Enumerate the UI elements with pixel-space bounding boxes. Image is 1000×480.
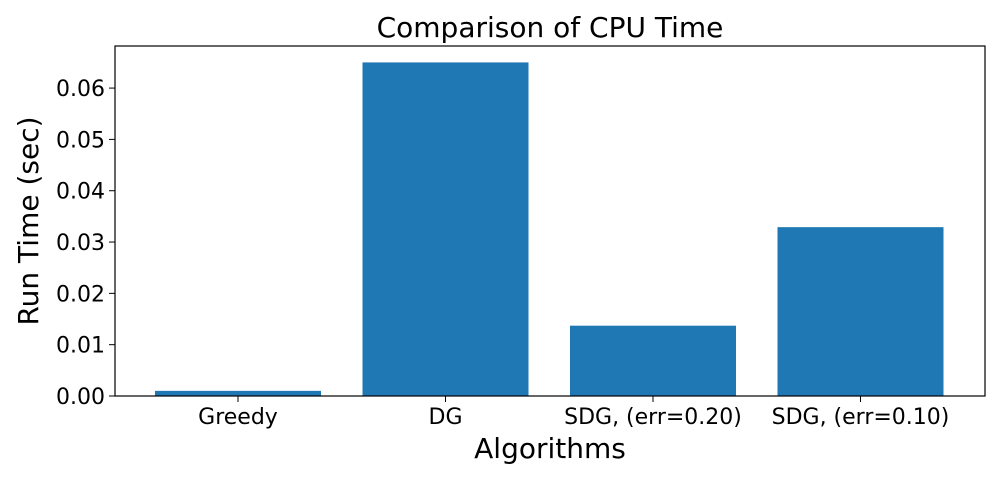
x-axis-ticks: Greedy DG SDG, (err=0.20) SDG, (err=0.10) bbox=[198, 396, 949, 430]
y-tick-label-3: 0.03 bbox=[56, 231, 105, 256]
x-tick-label-2: SDG, (err=0.20) bbox=[564, 405, 742, 430]
x-tick-label-1: DG bbox=[429, 405, 463, 430]
bar-1 bbox=[362, 62, 529, 396]
x-axis-label: Algorithms bbox=[474, 432, 626, 465]
bars-group bbox=[155, 62, 944, 396]
y-axis-ticks: 0.00 0.01 0.02 0.03 0.04 0.05 0.06 bbox=[56, 77, 115, 410]
y-tick-label-0: 0.00 bbox=[56, 385, 105, 410]
y-tick-label-5: 0.05 bbox=[56, 128, 105, 153]
y-tick-label-2: 0.02 bbox=[56, 282, 105, 307]
y-axis-label: Run Time (sec) bbox=[12, 116, 45, 325]
chart-title: Comparison of CPU Time bbox=[377, 11, 724, 44]
y-tick-label-6: 0.06 bbox=[56, 77, 105, 102]
bar-0 bbox=[155, 390, 321, 396]
plot-frame bbox=[114, 45, 986, 397]
x-tick-label-0: Greedy bbox=[198, 405, 278, 430]
y-tick-label-1: 0.01 bbox=[56, 334, 105, 359]
bar-3 bbox=[777, 227, 944, 396]
y-tick-label-4: 0.04 bbox=[56, 180, 105, 205]
bar-2 bbox=[570, 325, 736, 396]
x-tick-label-3: SDG, (err=0.10) bbox=[772, 405, 950, 430]
